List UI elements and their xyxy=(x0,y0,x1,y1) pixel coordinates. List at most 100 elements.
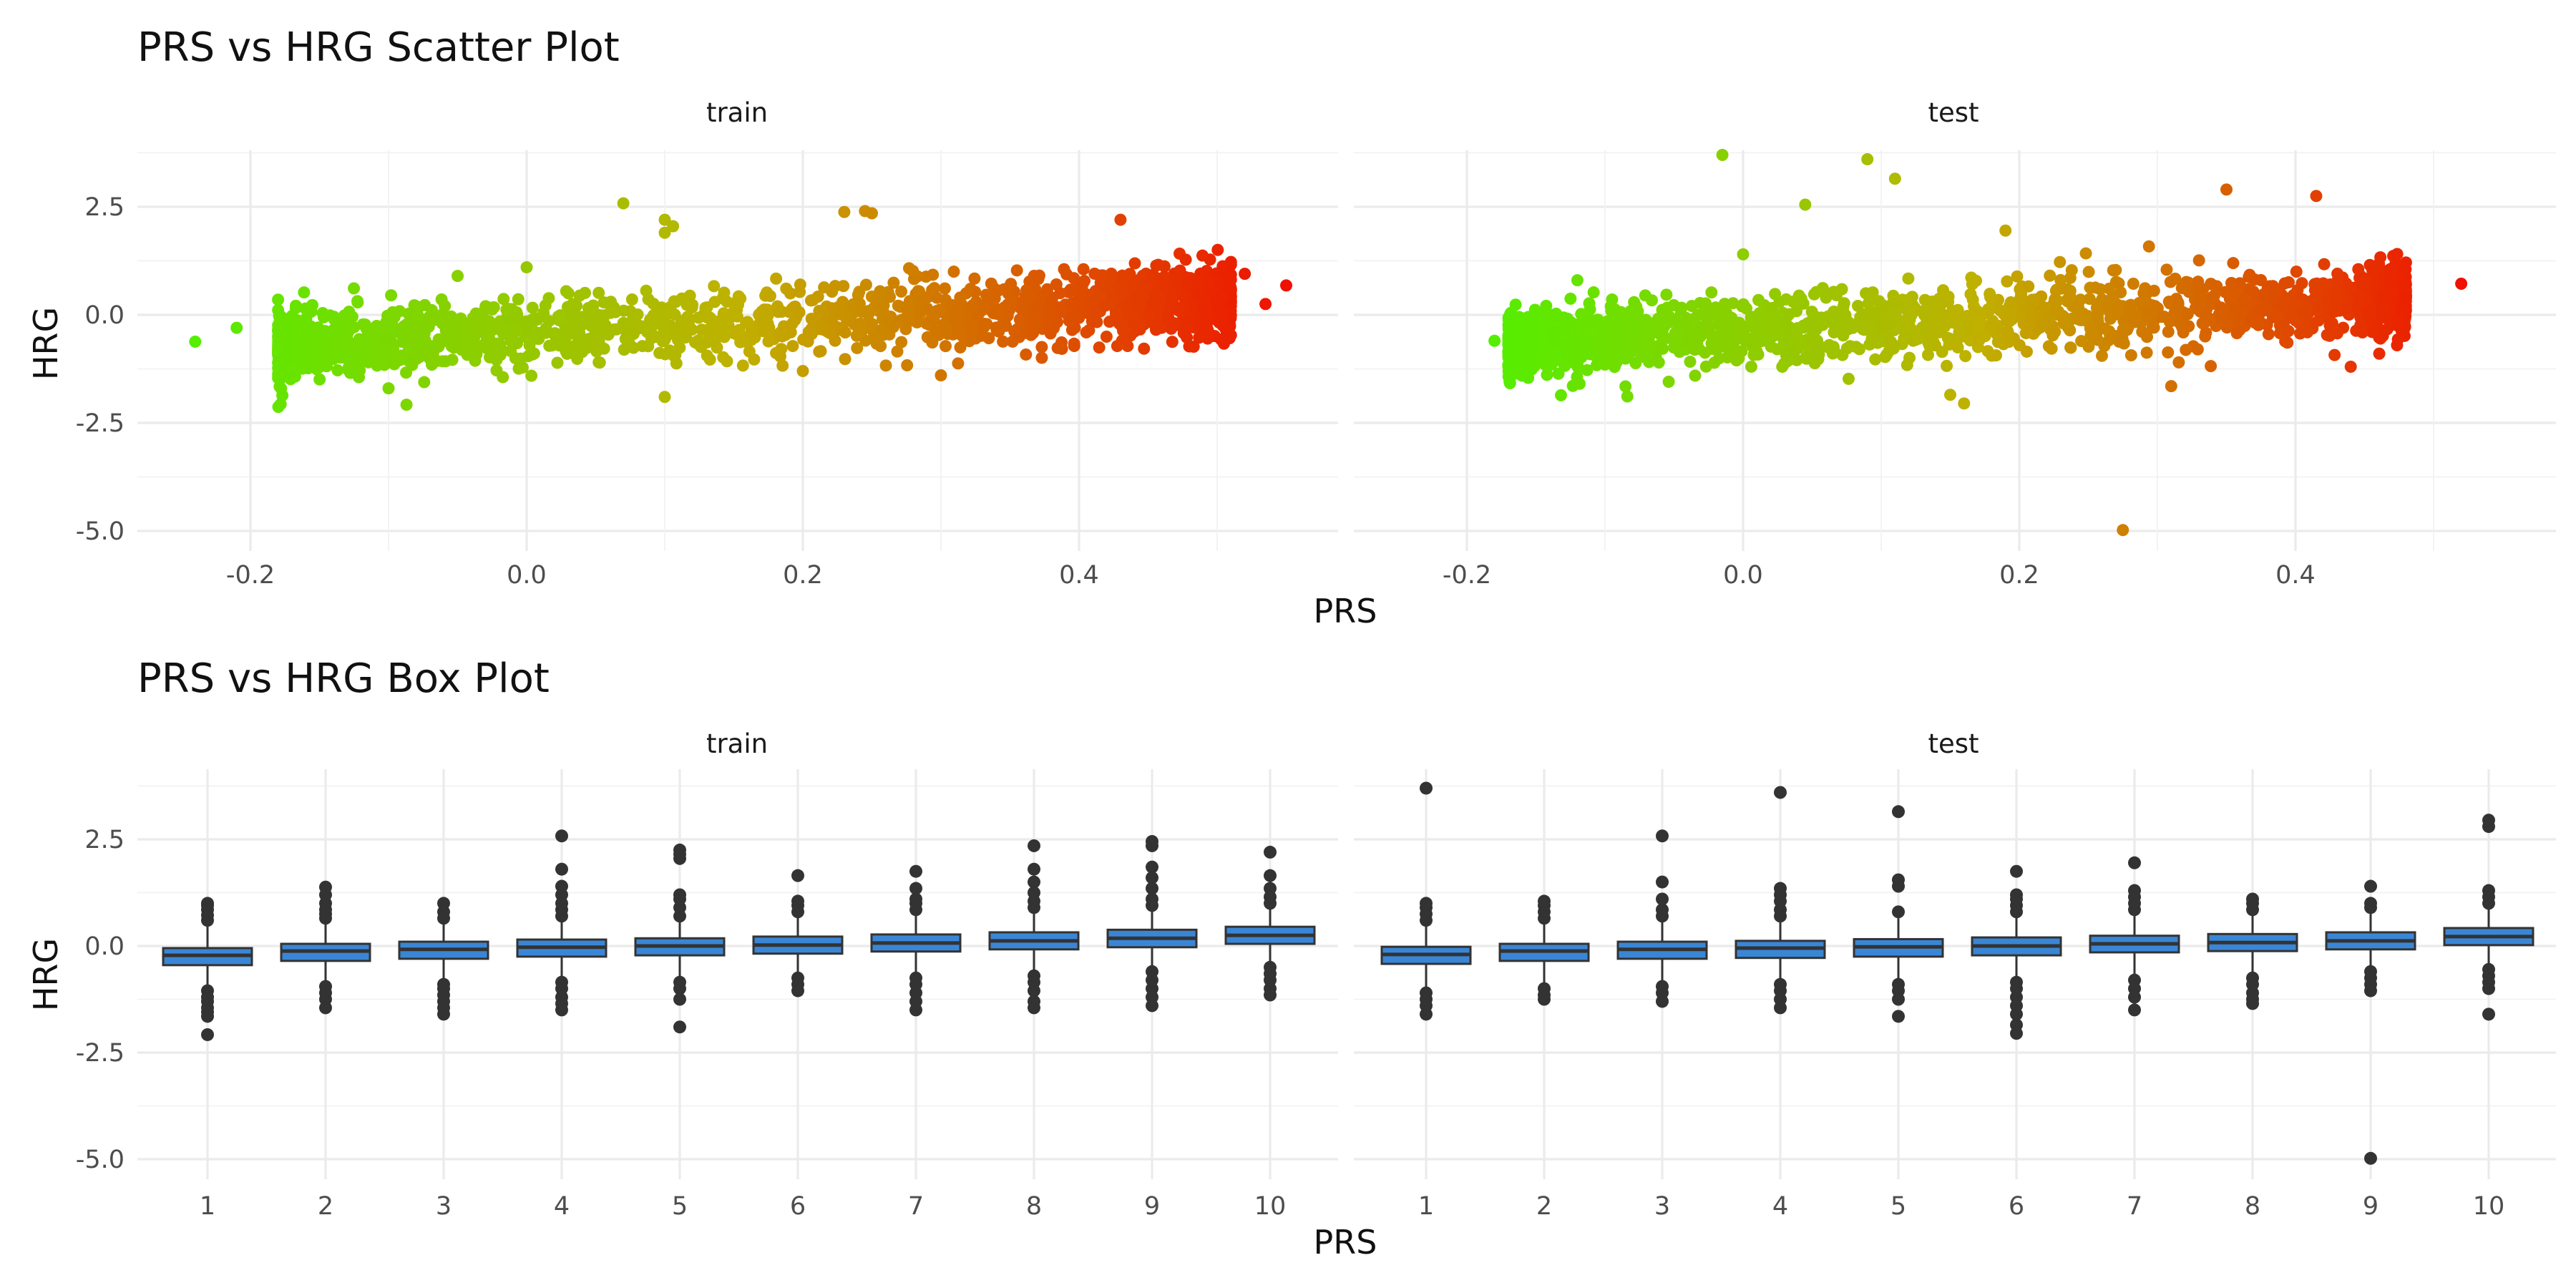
scatter-point xyxy=(582,301,595,314)
scatter-point xyxy=(587,316,600,328)
scatter-point xyxy=(1657,342,1669,355)
scatter-point xyxy=(1639,345,1652,358)
scatter-point xyxy=(1853,343,1866,356)
scatter-point xyxy=(381,309,394,322)
scatter-point xyxy=(380,331,393,344)
scatter-point xyxy=(895,286,908,298)
box-outlier xyxy=(1892,992,1905,1006)
scatter-point xyxy=(762,335,775,348)
scatter-point xyxy=(2219,286,2232,298)
scatter-point xyxy=(721,355,733,368)
scatter-point xyxy=(2141,331,2154,343)
scatter-point xyxy=(1541,369,1553,381)
scatter-point xyxy=(313,373,326,386)
scatter-point xyxy=(926,283,939,296)
scatter-point xyxy=(879,359,892,372)
scatter-point xyxy=(344,366,357,379)
scatter-point xyxy=(1181,331,1194,344)
scatter-point xyxy=(2202,311,2215,324)
scatter-point xyxy=(853,298,866,311)
scatter-point xyxy=(2194,291,2207,304)
scatter-point xyxy=(2044,269,2057,282)
scatter-point xyxy=(887,276,900,289)
box-outlier xyxy=(1892,873,1905,887)
scatter-point xyxy=(1068,337,1080,350)
scatter-point xyxy=(2282,325,2295,338)
box-outlier xyxy=(2482,1008,2495,1021)
box-train-panel: -5.0 -2.5 0.0 2.5 1 2 3 4 5 6 7 8 9 10 xyxy=(76,769,1338,1221)
scatter-point xyxy=(2164,275,2177,288)
scatter-point xyxy=(2049,326,2062,338)
scatter-point xyxy=(1869,353,1882,366)
scatter-point xyxy=(965,317,978,330)
scatter-point xyxy=(740,316,753,329)
scatter-point xyxy=(1058,263,1070,275)
box-outlier xyxy=(2010,1027,2023,1040)
scatter-point xyxy=(2391,333,2404,346)
scatter-point xyxy=(710,329,723,342)
scatter-point xyxy=(1621,390,1634,403)
scatter-point xyxy=(329,326,342,338)
scatter-point xyxy=(1828,305,1840,318)
scatter-point xyxy=(1020,348,1033,361)
scatter-point xyxy=(2092,307,2104,320)
scatter-point xyxy=(2195,301,2207,313)
scatter-point xyxy=(1795,292,1807,305)
box-outlier xyxy=(909,892,922,906)
scatter-point xyxy=(736,359,749,372)
box-outlier xyxy=(1028,886,1040,899)
scatter-point xyxy=(2228,304,2241,317)
y-tick-label: 0.0 xyxy=(84,932,125,961)
scatter-point xyxy=(1055,305,1068,318)
x-tick-label: 0.4 xyxy=(2275,561,2316,590)
scatter-point xyxy=(2312,287,2325,300)
scatter-point xyxy=(597,296,610,309)
scatter-point xyxy=(2364,306,2377,318)
scatter-point xyxy=(891,345,904,358)
box-outlier xyxy=(673,888,686,902)
scatter-point xyxy=(2042,340,2055,353)
scatter-point xyxy=(1077,263,1090,275)
box-outlier xyxy=(1028,1001,1040,1015)
scatter-point xyxy=(1122,299,1135,312)
box-outlier xyxy=(2482,814,2495,827)
x-tick-label: 9 xyxy=(1144,1192,1160,1221)
scatter-point xyxy=(796,365,809,378)
scatter-point xyxy=(452,315,465,328)
scatter-point xyxy=(1959,350,1972,363)
scatter-point xyxy=(1280,279,1292,292)
scatter-point xyxy=(331,364,344,376)
scatter-point xyxy=(1035,341,1048,353)
scatter-point xyxy=(726,308,738,321)
scatter-point xyxy=(1699,360,1712,373)
scatter-point xyxy=(997,335,1010,348)
scatter-point xyxy=(1660,317,1673,330)
scatter-point xyxy=(701,349,713,362)
x-tick-label: 8 xyxy=(1026,1192,1042,1221)
scatter-point xyxy=(954,341,967,354)
scatter-point xyxy=(2064,341,2077,354)
box-outlier xyxy=(2364,897,2377,910)
scatter-point xyxy=(448,341,461,354)
scatter-point xyxy=(509,325,522,338)
scatter-point xyxy=(1169,270,1182,283)
scatter-point xyxy=(1133,318,1146,331)
scatter-point xyxy=(1211,291,1224,304)
scatter-point xyxy=(1166,295,1179,308)
scatter-point xyxy=(2239,292,2252,305)
scatter-point xyxy=(1830,289,1843,302)
scatter-point xyxy=(1973,333,1986,346)
scatter-point xyxy=(1239,268,1252,280)
scatter-point xyxy=(400,399,413,411)
box-outlier xyxy=(2128,990,2141,1004)
scatter-point xyxy=(617,197,630,210)
scatter-point xyxy=(1214,276,1226,289)
scatter-point xyxy=(2064,290,2077,303)
scatter-point xyxy=(1619,380,1632,393)
box-outlier xyxy=(791,984,804,997)
scatter-point xyxy=(1842,372,1855,385)
scatter-point xyxy=(770,272,783,285)
scatter-point xyxy=(1948,306,1961,319)
box-outlier xyxy=(1264,988,1277,1002)
scatter-point xyxy=(2271,311,2284,324)
